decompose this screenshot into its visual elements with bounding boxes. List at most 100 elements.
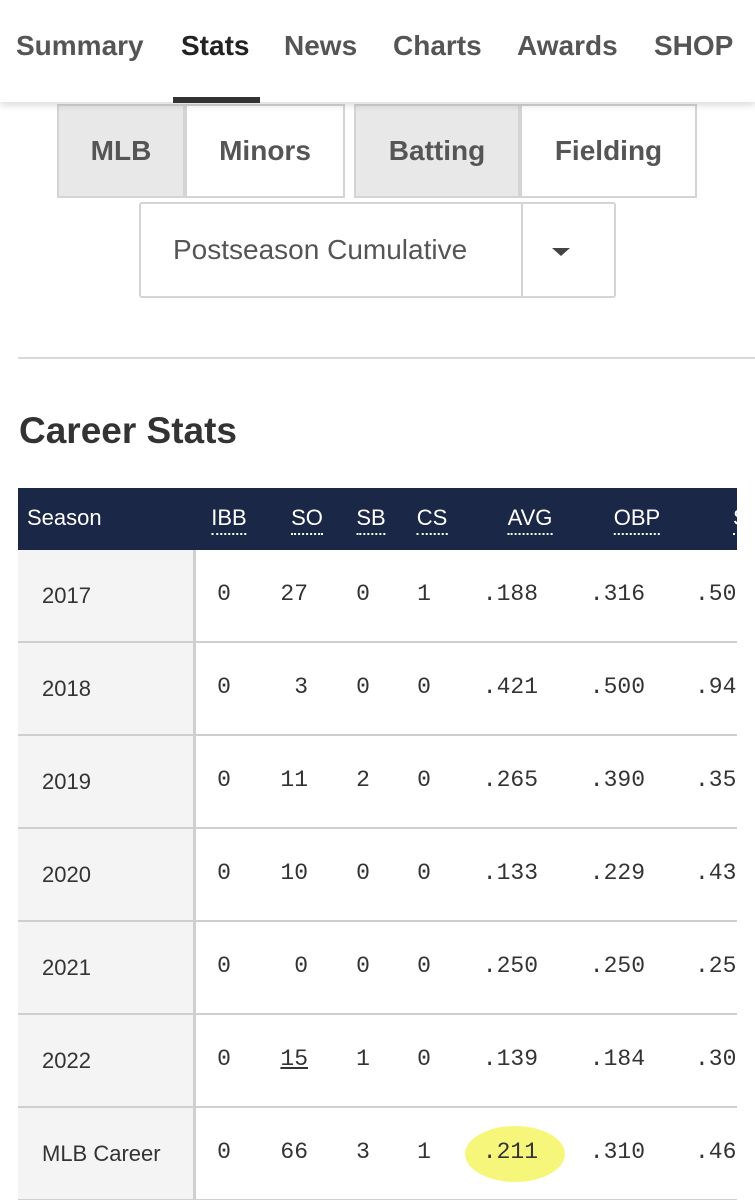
table-header: Season IBB SO SB CS AVG OBP S [18,488,737,550]
nav-bar: Summary Stats News Charts Awards SHOP [0,0,755,102]
stat-value: 1 [417,1139,431,1165]
stat-value: .211 [482,1139,538,1165]
stat-value: 66 [280,1139,308,1165]
season-cell [18,736,196,827]
season-label: 2017 [42,583,91,608]
stat-value: .316 [589,581,645,607]
highlight [465,1126,565,1182]
stat-value: .25 [695,953,737,979]
nav-tab[interactable]: Awards [517,30,618,61]
season-cell [18,643,196,734]
stat-value: .35 [695,767,737,793]
toggle-button[interactable]: Batting [354,104,520,198]
dropdown-divider [521,204,523,296]
stat-value: .390 [589,767,645,793]
season-cell [18,1015,196,1106]
season-cell [18,829,196,920]
stat-value: 0 [217,674,231,700]
dropdown[interactable]: Postseason Cumulative [139,202,616,298]
table-row: 2021 0 0 0 0 .250 .250 .25 [18,922,737,1015]
stat-value: .310 [589,1139,645,1165]
column-header: Season [27,505,102,530]
active-tab-indicator [173,97,260,103]
stat-value: .94 [695,674,737,700]
season-label: 2019 [42,769,91,794]
table-row: 2020 0 10 0 0 .133 .229 .43 [18,829,737,922]
nav-tab[interactable]: News [284,30,358,61]
stat-value: .500 [589,674,645,700]
table-row: 2022 0 15 1 0 .139 .184 .30 [18,1015,737,1108]
stat-value: .43 [695,860,737,886]
stat-value: 0 [417,1046,431,1072]
stat-value: 0 [356,860,370,886]
season-cell [18,922,196,1013]
stat-value: 10 [280,860,308,886]
stat-value: 27 [280,581,308,607]
divider [18,357,755,359]
table-row: 2019 0 11 2 0 .265 .390 .35 [18,736,737,829]
season-label: MLB Career [42,1141,161,1166]
stat-value: .30 [695,1046,737,1072]
stat-value: 0 [356,674,370,700]
season-label: 2022 [42,1048,91,1073]
stat-value: .133 [482,860,538,886]
season-cell [18,550,196,641]
stat-value: 3 [294,674,308,700]
stat-value: 0 [217,1046,231,1072]
stat-value: .265 [482,767,538,793]
stat-value: 0 [356,581,370,607]
dropdown-caret [552,248,570,256]
stat-value: 0 [217,767,231,793]
dropdown-value: Postseason Cumulative [173,234,468,265]
nav-tab[interactable]: Stats [181,30,250,61]
toggle-button[interactable]: Minors [185,104,345,198]
stat-value: 3 [356,1139,370,1165]
stat-value: .139 [482,1046,538,1072]
stat-value: .421 [482,674,538,700]
stat-value: 0 [417,674,431,700]
stat-value: 1 [356,1046,370,1072]
stat-value: .50 [695,581,737,607]
season-label: 2021 [42,955,91,980]
stat-value: 0 [217,581,231,607]
stat-value: 0 [217,953,231,979]
toggle-button[interactable]: Fielding [520,104,697,198]
table-row: MLB Career 0 66 3 1 .211 .310 .46 [18,1108,737,1200]
column-header[interactable]: S [733,505,737,535]
stat-value: 0 [217,860,231,886]
stat-value: 0 [356,953,370,979]
stat-value: .184 [589,1046,645,1072]
stat-value: .46 [695,1139,737,1165]
season-label: 2020 [42,862,91,887]
stat-value: .250 [589,953,645,979]
column-header[interactable]: CS [416,505,448,535]
column-header[interactable]: SB [356,505,386,535]
column-header[interactable]: OBP [613,505,661,535]
stat-value: 0 [417,767,431,793]
stat-value: 0 [417,860,431,886]
stat-value: 0 [417,953,431,979]
stat-value: 11 [280,767,308,793]
season-label: 2018 [42,676,91,701]
column-header[interactable]: AVG [507,505,553,535]
section-heading: Career Stats [19,410,238,451]
column-header[interactable]: IBB [211,505,247,535]
stat-value: .188 [482,581,538,607]
stat-value: 1 [417,581,431,607]
stats-table: Season IBB SO SB CS AVG OBP S 2017 0 27 0 1 .188 .316… [18,488,737,1200]
nav-tab[interactable]: SHOP [654,30,734,61]
stat-value: .250 [482,953,538,979]
season-cell [18,1108,196,1199]
toggle-button[interactable]: MLB [57,104,185,198]
nav-tab[interactable]: Summary [16,30,144,61]
column-header[interactable]: SO [291,505,323,535]
stat-value: 0 [217,1139,231,1165]
stat-value: .229 [589,860,645,886]
nav-tab[interactable]: Charts [393,30,482,61]
stat-value[interactable]: 15 [280,1046,308,1072]
stat-value: 2 [356,767,370,793]
table-row: 2018 0 3 0 0 .421 .500 .94 [18,643,737,736]
table-row: 2017 0 27 0 1 .188 .316 .50 [18,550,737,643]
stat-value: 0 [294,953,308,979]
